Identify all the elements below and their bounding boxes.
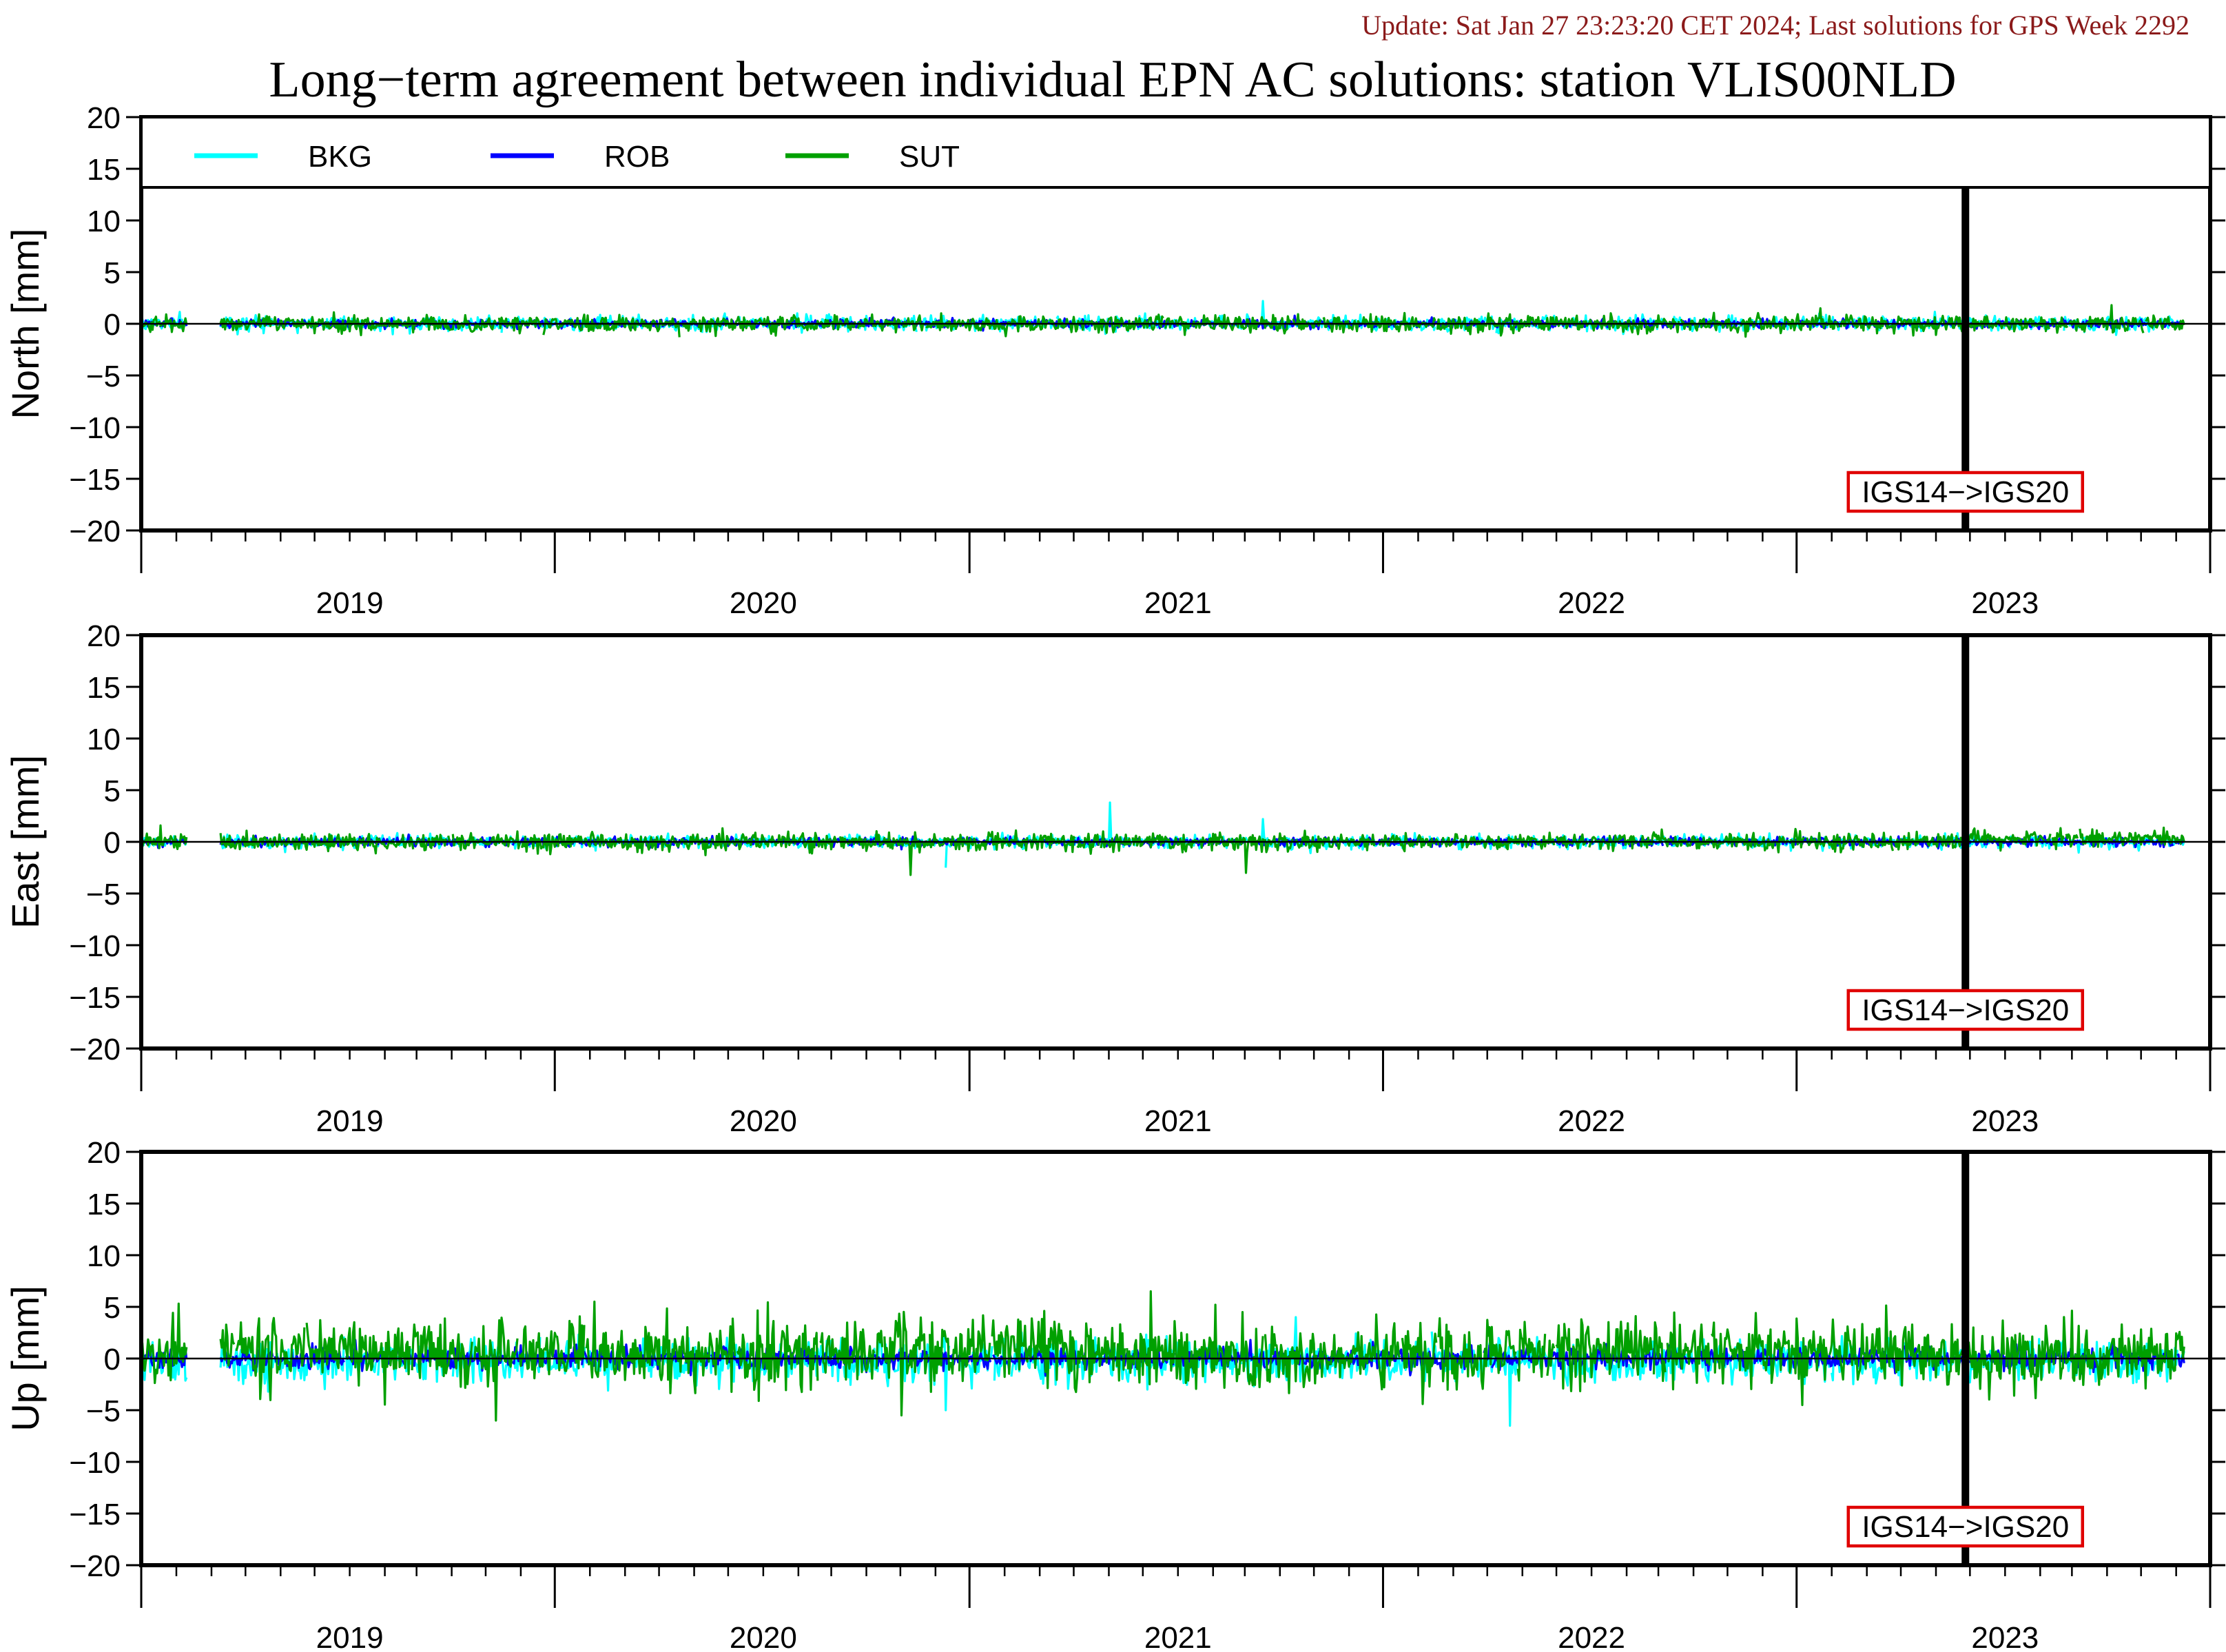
x-year-label: 2019 [316,1104,384,1138]
y-tick-label: −5 [86,878,121,911]
y-tick-label: −15 [69,1498,121,1531]
y-tick-label: −20 [69,1549,121,1583]
x-year-label: 2023 [1971,1621,2039,1652]
legend-item-bkg: BKG [194,140,372,174]
legend-item-rob: ROB [491,140,670,174]
x-year-label: 2019 [316,1621,384,1652]
y-tick-label: −10 [69,929,121,963]
x-year-label: 2021 [1144,1104,1212,1138]
series-group [141,300,2185,338]
x-year-label: 2023 [1971,586,2039,620]
y-tick-label: −20 [69,515,121,548]
y-tick-label: 15 [87,153,121,187]
y-tick-label: 20 [87,619,121,653]
annotation-label: IGS14−>IGS20 [1862,1510,2069,1544]
y-tick-label: 20 [87,101,121,135]
y-tick-label: −10 [69,1446,121,1480]
frame-change-annotation: IGS14−>IGS20 [1846,471,2085,513]
chart-title: Long−term agreement between individual E… [269,52,1956,108]
x-year-label: 2021 [1144,1621,1212,1652]
annotation-label: IGS14−>IGS20 [1862,475,2069,509]
y-tick-label: 10 [87,1239,121,1273]
y-axis-label: North [mm] [3,229,47,420]
y-axis-label: Up [mm] [3,1286,47,1432]
x-year-label: 2020 [730,1104,797,1138]
x-year-label: 2020 [730,1621,797,1652]
y-axis: 20 15 10 5 0 −5 −10 −15 −20 [69,101,2225,548]
y-tick-label: −20 [69,1033,121,1066]
panel-1: IGS14−>IGS20 20 15 10 5 0 −5 −10 −15 −20 East [mm]… [3,619,2225,1138]
y-tick-label: 5 [104,256,121,290]
y-tick-label: 0 [104,1343,121,1376]
y-tick-label: 5 [104,774,121,808]
legend-label: SUT [899,140,960,174]
legend-box [140,116,2212,189]
y-tick-label: 0 [104,308,121,342]
y-tick-label: 15 [87,1188,121,1221]
legend: BKG ROB SUT [140,116,2212,189]
series-line-sut [141,1290,2185,1422]
legend-item-sut: SUT [785,140,960,174]
legend-label: BKG [308,140,372,174]
annotation-box [1846,989,2085,1031]
y-tick-label: −10 [69,411,121,445]
panels-layer: IGS14−>IGS20 20 15 10 5 0 −5 −10 −15 −20 North [mm… [3,101,2225,1652]
y-axis-label: East [mm] [3,755,47,929]
legend-label: ROB [604,140,670,174]
y-tick-label: 10 [87,723,121,756]
y-tick-label: 10 [87,205,121,238]
update-text: Update: Sat Jan 27 23:23:20 CET 2024; La… [1361,10,2189,41]
panel-0: IGS14−>IGS20 20 15 10 5 0 −5 −10 −15 −20 North [mm… [3,101,2225,620]
x-year-label: 2019 [316,586,384,620]
annotation-box [1846,1505,2085,1548]
y-tick-label: −5 [86,1394,121,1428]
x-year-label: 2020 [730,586,797,620]
y-tick-label: 5 [104,1291,121,1325]
x-axis: 2019 2020 2021 2022 2023 [140,530,2212,620]
x-year-label: 2022 [1558,586,1625,620]
series-line-sut [141,824,2185,876]
y-tick-label: −15 [69,463,121,497]
series-group [141,801,2185,876]
x-year-label: 2022 [1558,1104,1625,1138]
x-axis: 2019 2020 2021 2022 2023 [140,1049,2212,1138]
x-year-label: 2021 [1144,586,1212,620]
x-year-label: 2022 [1558,1621,1625,1652]
y-axis: 20 15 10 5 0 −5 −10 −15 −20 [69,1136,2225,1583]
y-tick-label: 0 [104,826,121,860]
y-tick-label: 20 [87,1136,121,1170]
y-axis: 20 15 10 5 0 −5 −10 −15 −20 [69,619,2225,1066]
frame-change-annotation: IGS14−>IGS20 [1846,1505,2085,1548]
annotation-box [1846,471,2085,513]
y-tick-label: −5 [86,360,121,393]
x-year-label: 2023 [1971,1104,2039,1138]
panel-2: IGS14−>IGS20 20 15 10 5 0 −5 −10 −15 −20 Up [mm] 20… [3,1136,2225,1652]
frame-change-annotation: IGS14−>IGS20 [1846,989,2085,1031]
annotation-label: IGS14−>IGS20 [1862,993,2069,1027]
series-line-bkg [141,801,2185,868]
y-tick-label: −15 [69,981,121,1015]
y-tick-label: 15 [87,671,121,705]
x-axis: 2019 2020 2021 2022 2023 [140,1565,2212,1652]
